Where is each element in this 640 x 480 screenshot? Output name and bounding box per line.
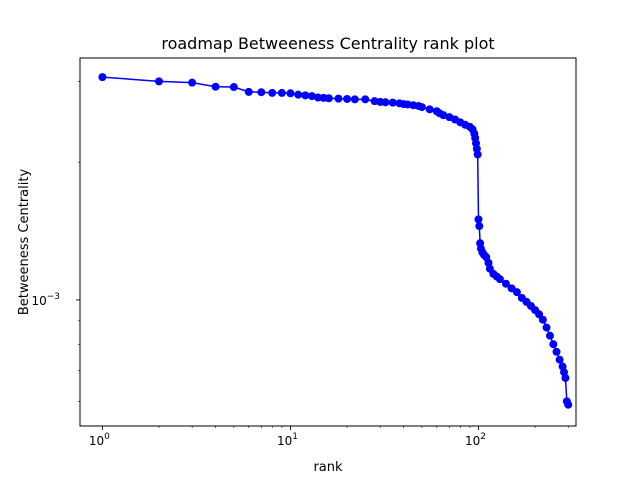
data-point — [211, 82, 220, 91]
data-point — [307, 92, 316, 101]
data-point — [538, 315, 547, 324]
data-point — [495, 275, 504, 284]
x-axis-label: rank — [313, 460, 343, 475]
data-point — [244, 87, 253, 96]
data-point — [334, 94, 343, 103]
data-point — [257, 88, 266, 97]
chart-title: roadmap Betweeness Centrality rank plot — [161, 34, 494, 53]
data-point — [268, 88, 277, 97]
data-point — [294, 90, 303, 99]
data-point — [417, 103, 426, 112]
data-point — [324, 94, 333, 103]
data-point — [381, 98, 390, 107]
data-point — [343, 94, 352, 103]
plot-area — [98, 73, 573, 409]
data-point — [564, 400, 573, 409]
data-point — [545, 331, 554, 340]
data-point — [98, 73, 107, 82]
data-point — [512, 288, 521, 297]
data-point — [555, 355, 564, 364]
data-point — [425, 105, 434, 114]
y-axis-label: Betweeness Centrality — [17, 169, 32, 316]
data-point — [388, 98, 397, 107]
data-point — [549, 340, 558, 349]
data-point — [361, 95, 370, 104]
data-point — [473, 150, 482, 159]
data-point — [301, 91, 310, 100]
data-point — [155, 77, 164, 86]
data-point — [188, 78, 197, 87]
data-point — [561, 373, 570, 382]
data-point — [439, 111, 448, 120]
axes-frame — [79, 57, 577, 427]
data-point — [542, 323, 551, 332]
data-point — [552, 347, 561, 356]
data-point — [350, 95, 359, 104]
data-point — [229, 83, 238, 92]
data-point — [501, 279, 510, 288]
data-point — [277, 88, 286, 97]
data-point — [475, 222, 484, 231]
data-point — [474, 215, 483, 224]
data-point — [286, 89, 295, 98]
